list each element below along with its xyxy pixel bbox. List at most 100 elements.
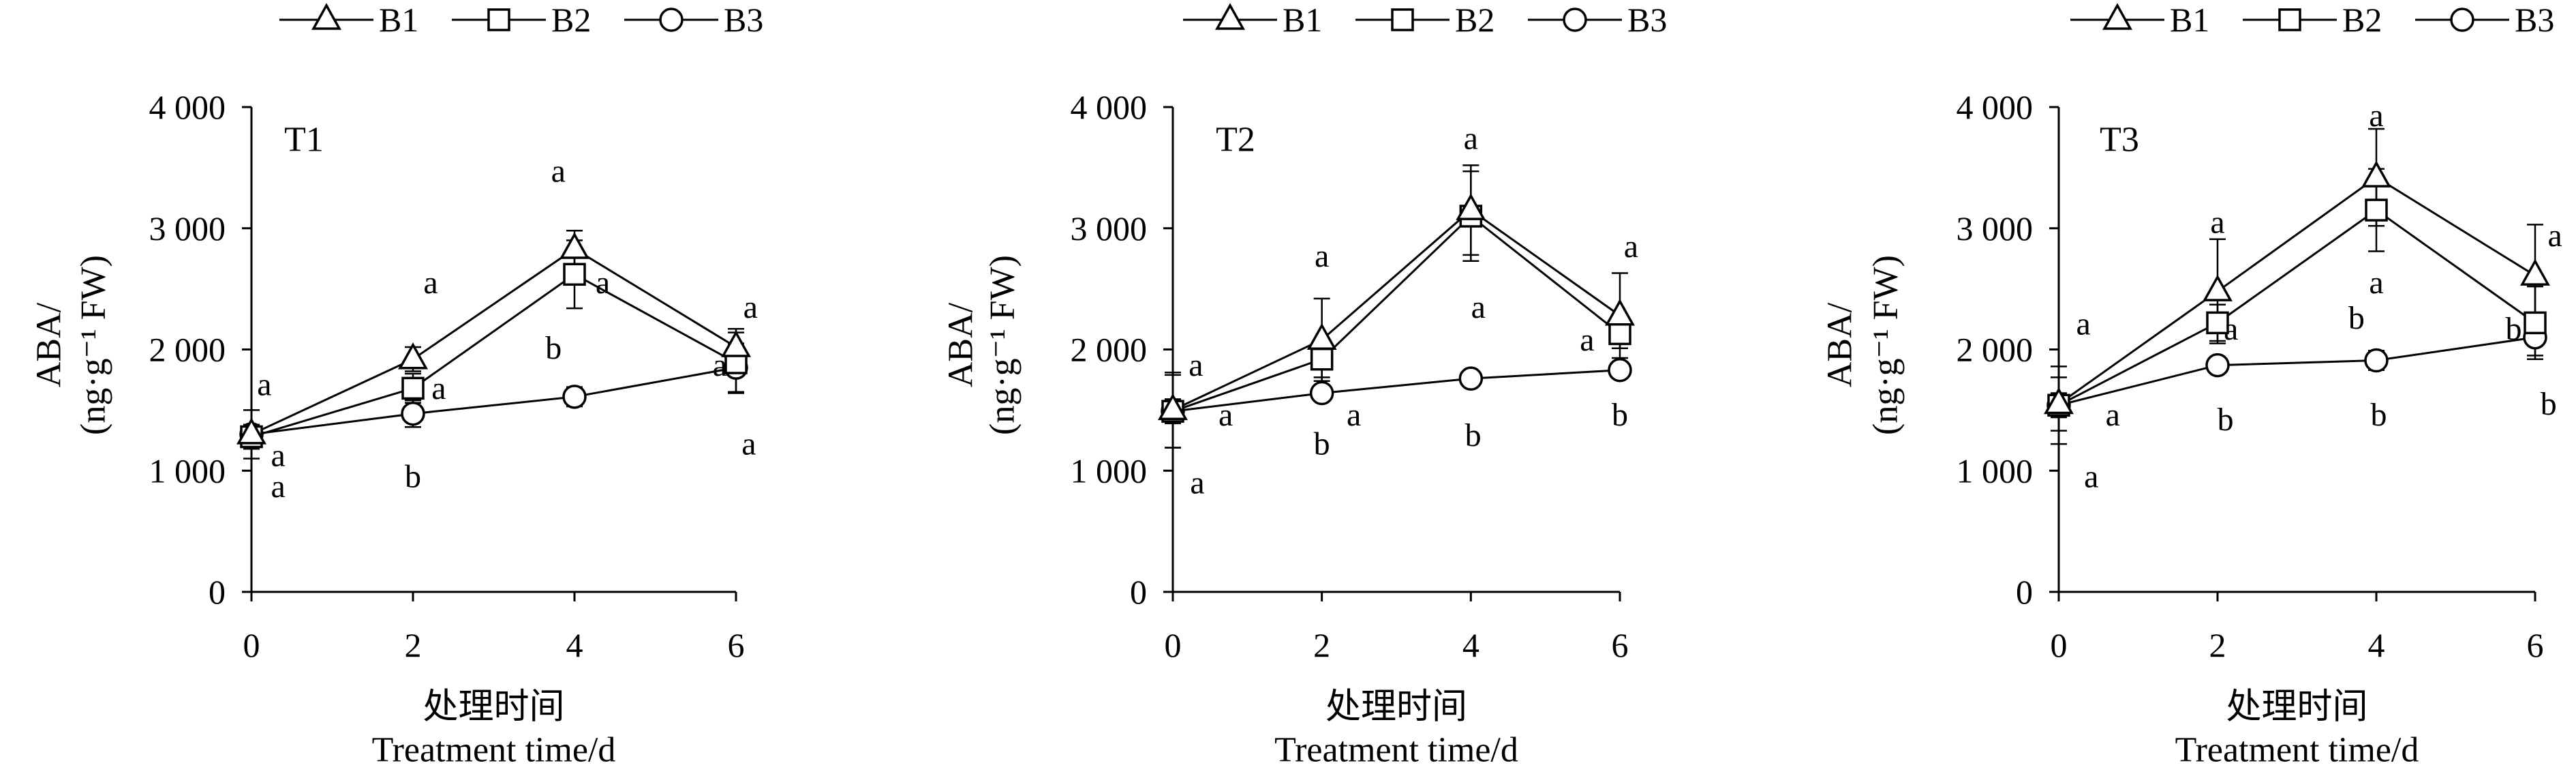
series-B1-point-1 (398, 342, 428, 370)
series-B1-point-1 (2203, 274, 2233, 301)
series-B1-point-3 (2520, 258, 2550, 286)
series-B3-point-3 (1608, 357, 1632, 383)
series-B3-point-2 (1458, 366, 1484, 391)
series-B1-point-2 (1456, 193, 1486, 220)
significance-letter: a (713, 347, 727, 383)
series-B2-point-2 (563, 263, 586, 286)
y-axis-label: (ng·g⁻¹ FW) (983, 255, 1022, 435)
significance-letter: a (257, 367, 271, 403)
significance-letter: b (2541, 386, 2557, 422)
series-B1-line (2058, 176, 2536, 405)
y-tick-label: 0 (2016, 573, 2033, 611)
significance-letter: a (431, 370, 446, 406)
y-tick-label: 4 000 (149, 88, 226, 126)
y-axis-label: ABA/ (942, 302, 981, 387)
significance-letter: a (1464, 121, 1478, 157)
legend-item-B1: B1 (2070, 1, 2209, 39)
significance-letter: b (2348, 300, 2365, 336)
legend-triangle-marker (311, 3, 341, 30)
series-B3-point-2 (2364, 348, 2389, 373)
y-tick-label: 4 000 (1957, 88, 2034, 126)
x-tick-label: 6 (728, 626, 745, 664)
significance-letter: b (1314, 426, 1330, 462)
y-tick-label: 0 (209, 573, 226, 611)
significance-letter: a (1190, 465, 1204, 501)
legend-item-B1: B1 (1183, 1, 1322, 39)
legend-label: B3 (1627, 1, 1667, 39)
significance-letter: a (1471, 289, 1486, 325)
legend: B1 B2 B3 (1183, 1, 1667, 39)
series-B1-point-2 (559, 232, 589, 259)
x-tick-label: 0 (1165, 626, 1182, 664)
legend-label: B2 (2342, 1, 2382, 39)
x-tick-label: 2 (405, 626, 422, 664)
legend-label: B3 (2515, 1, 2554, 39)
panel-label: T2 (1216, 121, 1255, 160)
legend-item-B2: B2 (452, 1, 591, 39)
significance-letter: a (423, 265, 438, 301)
legend-square-marker (2278, 8, 2301, 31)
legend-label: B1 (2170, 1, 2209, 39)
legend-label: B1 (379, 1, 418, 39)
series-B1-point-3 (721, 330, 751, 357)
x-axis-label: 处理时间 (1325, 688, 1467, 727)
chart-panel-2: 0 1 000 2 000 3 000 4 000 0 2 4 6 处理时间 Treatment t… (942, 1, 1668, 770)
series-B2-point-1 (1310, 347, 1334, 371)
significance-letter: a (551, 153, 566, 190)
series-B2-point-3 (1608, 322, 1631, 346)
significance-letter: a (2369, 265, 2383, 301)
legend-item-B3: B3 (1528, 1, 1667, 39)
series-B1-point-0 (236, 417, 266, 445)
significance-letter: b (2218, 402, 2234, 438)
series-B1-point-0 (2044, 387, 2074, 415)
panel-label: T3 (2100, 121, 2139, 160)
x-axis-label: Treatment time/d (372, 731, 616, 770)
chart-panel-3: 0 1 000 2 000 3 000 4 000 0 2 4 6 处理时间 Treatment t… (1821, 1, 2562, 770)
y-axis-label: (ng·g⁻¹ FW) (74, 255, 113, 435)
significance-letter: a (2210, 204, 2224, 240)
legend-item-B3: B3 (2415, 1, 2554, 39)
panel-label: T1 (284, 121, 324, 160)
series-B3-line (251, 366, 737, 436)
significance-letter: a (271, 468, 285, 505)
series-B3-line (2058, 336, 2536, 406)
legend-label: B2 (551, 1, 591, 39)
legend-circle-marker (1563, 8, 1587, 32)
y-axis-label: ABA/ (1821, 302, 1860, 387)
significance-letter: a (1347, 397, 1361, 433)
significance-letter: a (2547, 218, 2562, 254)
y-tick-label: 3 000 (149, 209, 226, 248)
series-B2-point-1 (2206, 311, 2229, 335)
x-tick-label: 0 (2051, 626, 2068, 664)
legend-circle-marker (2450, 8, 2474, 32)
series-B1-point-3 (1605, 299, 1635, 326)
y-tick-label: 1 000 (1071, 451, 1148, 490)
x-tick-label: 4 (1462, 626, 1479, 664)
y-tick-label: 2 000 (149, 331, 226, 369)
significance-letter: a (741, 426, 756, 462)
x-axis-label: Treatment time/d (2175, 731, 2419, 770)
y-axis-label: (ng·g⁻¹ FW) (1867, 255, 1905, 435)
series-B3-point-1 (2205, 353, 2230, 378)
series-B2-point-3 (2524, 311, 2547, 335)
significance-letter: b (2370, 397, 2387, 433)
significance-letter: a (2084, 459, 2098, 495)
legend-label: B2 (1455, 1, 1494, 39)
significance-letter: b (2506, 311, 2522, 347)
legend-label: B3 (724, 1, 763, 39)
x-axis-label: 处理时间 (423, 688, 564, 727)
series-B2-line (251, 273, 737, 438)
x-tick-label: 2 (2209, 626, 2226, 664)
series-B2-point-1 (401, 376, 425, 400)
x-tick-label: 6 (2527, 626, 2544, 664)
y-tick-label: 1 000 (149, 451, 226, 490)
series-B3-line (1172, 369, 1621, 413)
x-axis-label: 处理时间 (2226, 688, 2367, 727)
significance-letter: a (2224, 311, 2238, 347)
significance-letter: a (2076, 306, 2090, 342)
y-tick-label: 0 (1130, 573, 1147, 611)
significance-letter: b (1465, 417, 1482, 453)
significance-letter: a (2369, 98, 2383, 134)
x-tick-label: 4 (2368, 626, 2385, 664)
